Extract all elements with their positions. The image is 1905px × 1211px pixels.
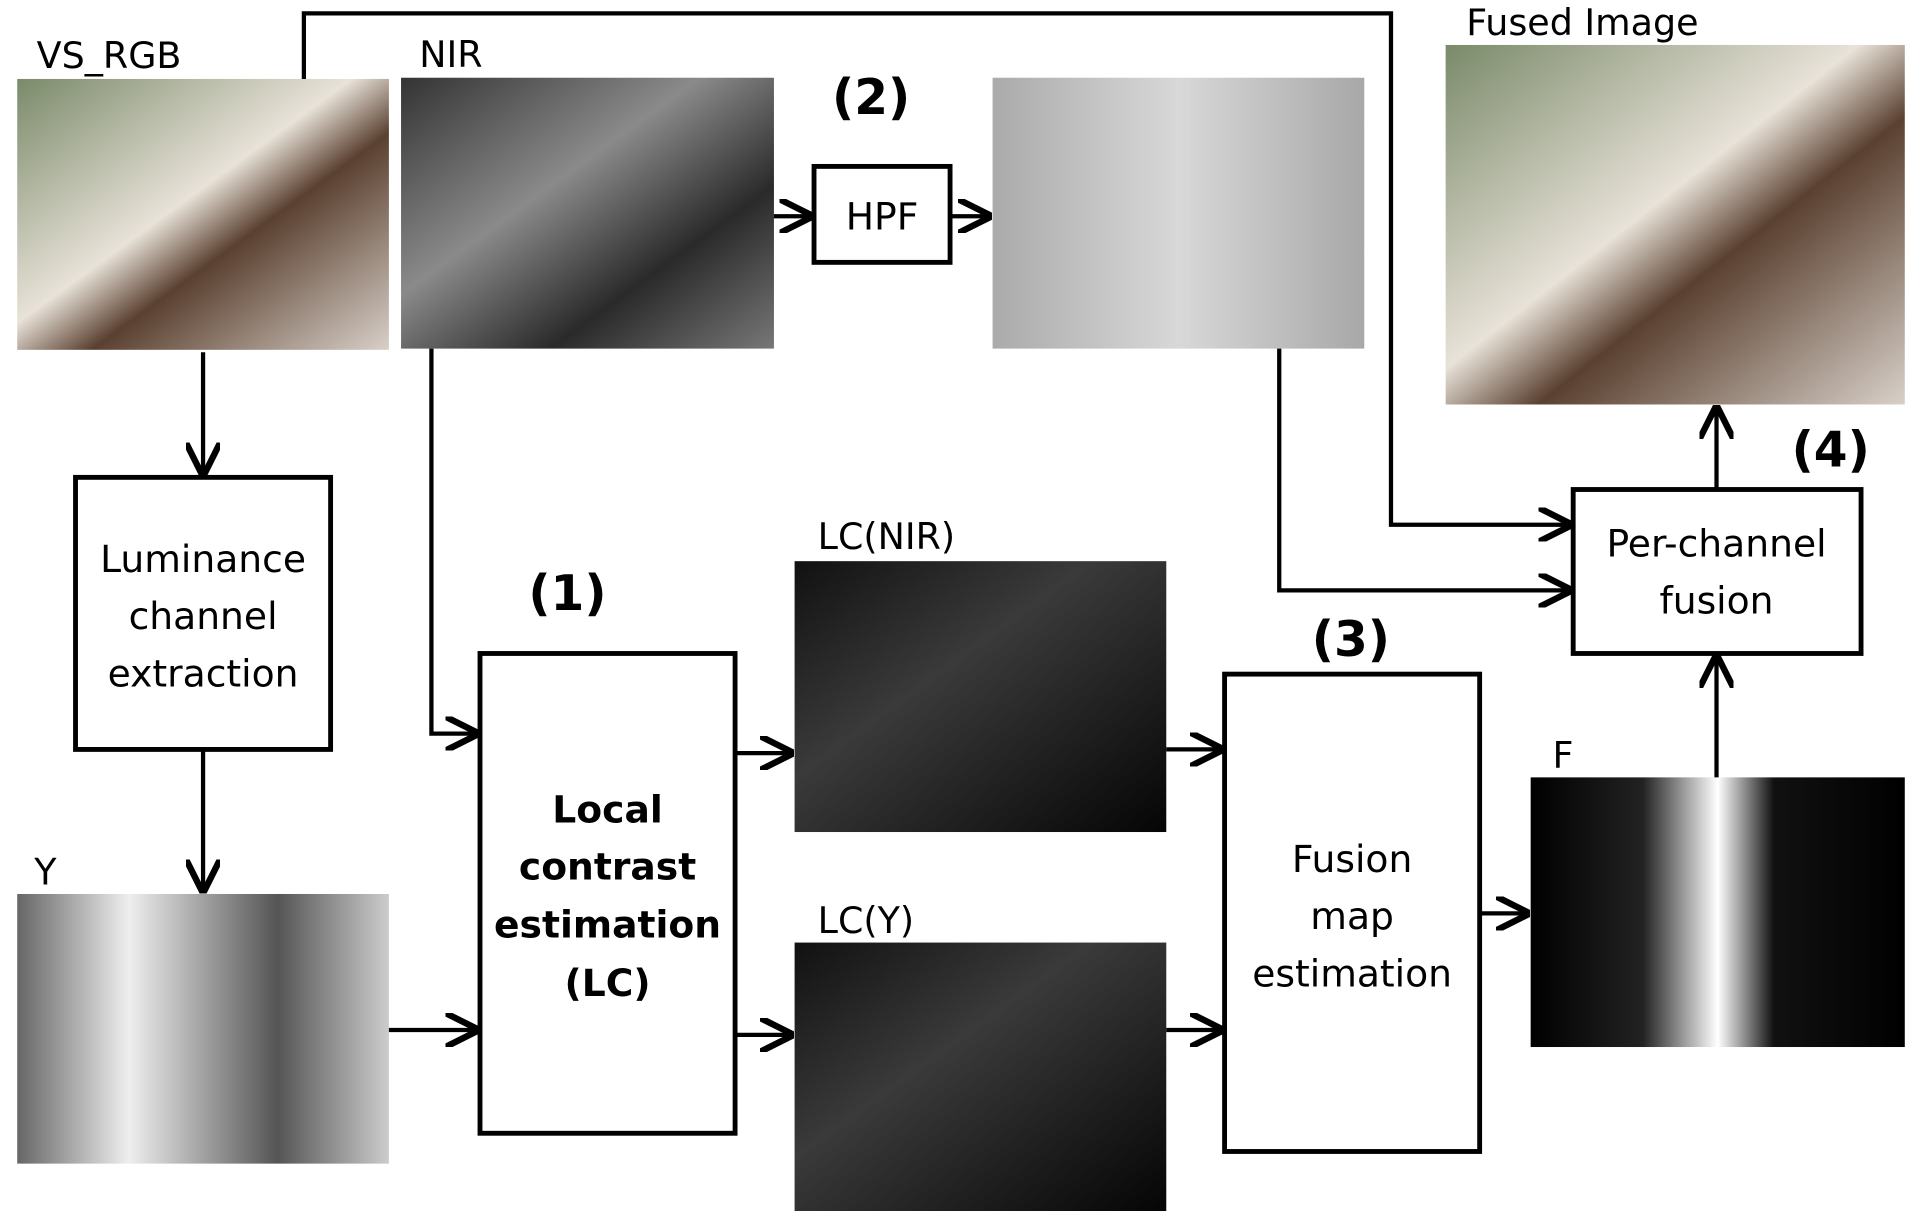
block-text: contrast bbox=[519, 844, 696, 888]
image-label: LC(NIR) bbox=[818, 515, 955, 558]
step-number: (1) bbox=[528, 566, 606, 622]
block-text: estimation bbox=[1252, 951, 1452, 995]
vs-rgb-image bbox=[17, 79, 389, 350]
f-image bbox=[1531, 777, 1905, 1047]
block-text: (LC) bbox=[565, 961, 651, 1005]
lc-nir-image bbox=[795, 561, 1167, 832]
image-label: Fused Image bbox=[1466, 1, 1698, 44]
block-text: Per-channel bbox=[1606, 521, 1826, 565]
step-number: (2) bbox=[832, 70, 910, 126]
block-text: channel bbox=[129, 594, 278, 638]
block-text: extraction bbox=[108, 651, 299, 695]
image-label: Y bbox=[33, 850, 57, 893]
lc-y-image bbox=[795, 943, 1167, 1211]
block-text: fusion bbox=[1659, 578, 1773, 622]
fused-image bbox=[1446, 45, 1905, 405]
per-channel-box bbox=[1573, 490, 1861, 654]
image-label: F bbox=[1553, 734, 1574, 777]
diagram: VS_RGB NIR Fused Image LC(NIR) LC(Y) Y F… bbox=[0, 0, 1905, 1211]
image-label: NIR bbox=[419, 33, 482, 76]
y-image bbox=[17, 894, 389, 1164]
block-text: estimation bbox=[494, 903, 721, 947]
image-label: VS_RGB bbox=[37, 34, 182, 77]
image-label: LC(Y) bbox=[818, 899, 914, 942]
block-text: Local bbox=[552, 787, 662, 831]
nir-image bbox=[401, 78, 774, 349]
block-text: map bbox=[1310, 894, 1394, 938]
block-text: Fusion bbox=[1292, 837, 1412, 881]
step-number: (4) bbox=[1792, 422, 1870, 478]
block-text: HPF bbox=[846, 195, 919, 239]
lc-box bbox=[480, 653, 735, 1133]
hpf-image bbox=[993, 78, 1365, 349]
arrow bbox=[431, 349, 475, 734]
step-number: (3) bbox=[1312, 612, 1390, 668]
block-text: Luminance bbox=[100, 537, 306, 581]
